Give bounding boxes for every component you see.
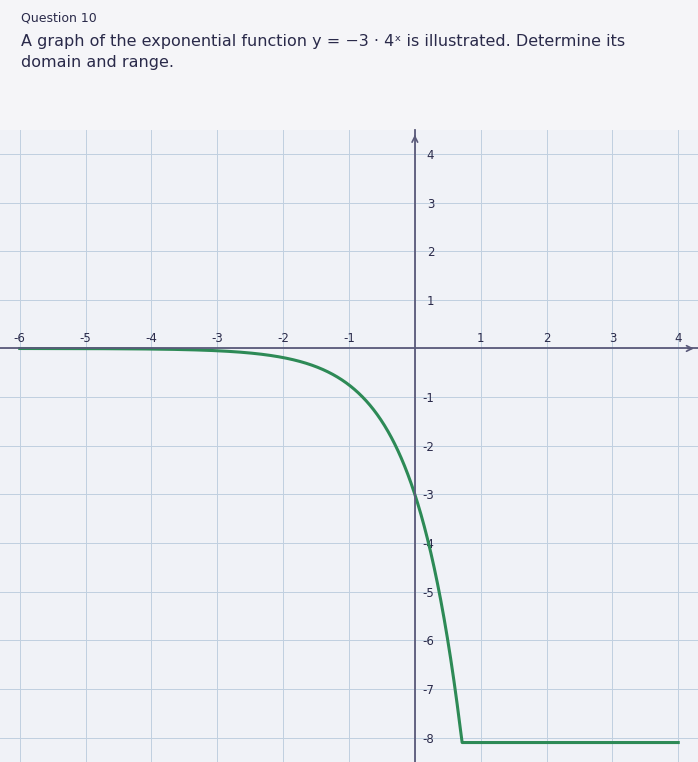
- Text: Question 10: Question 10: [21, 11, 97, 24]
- Text: A graph of the exponential function y = −3 · 4ˣ is illustrated. Determine its
do: A graph of the exponential function y = …: [21, 34, 625, 70]
